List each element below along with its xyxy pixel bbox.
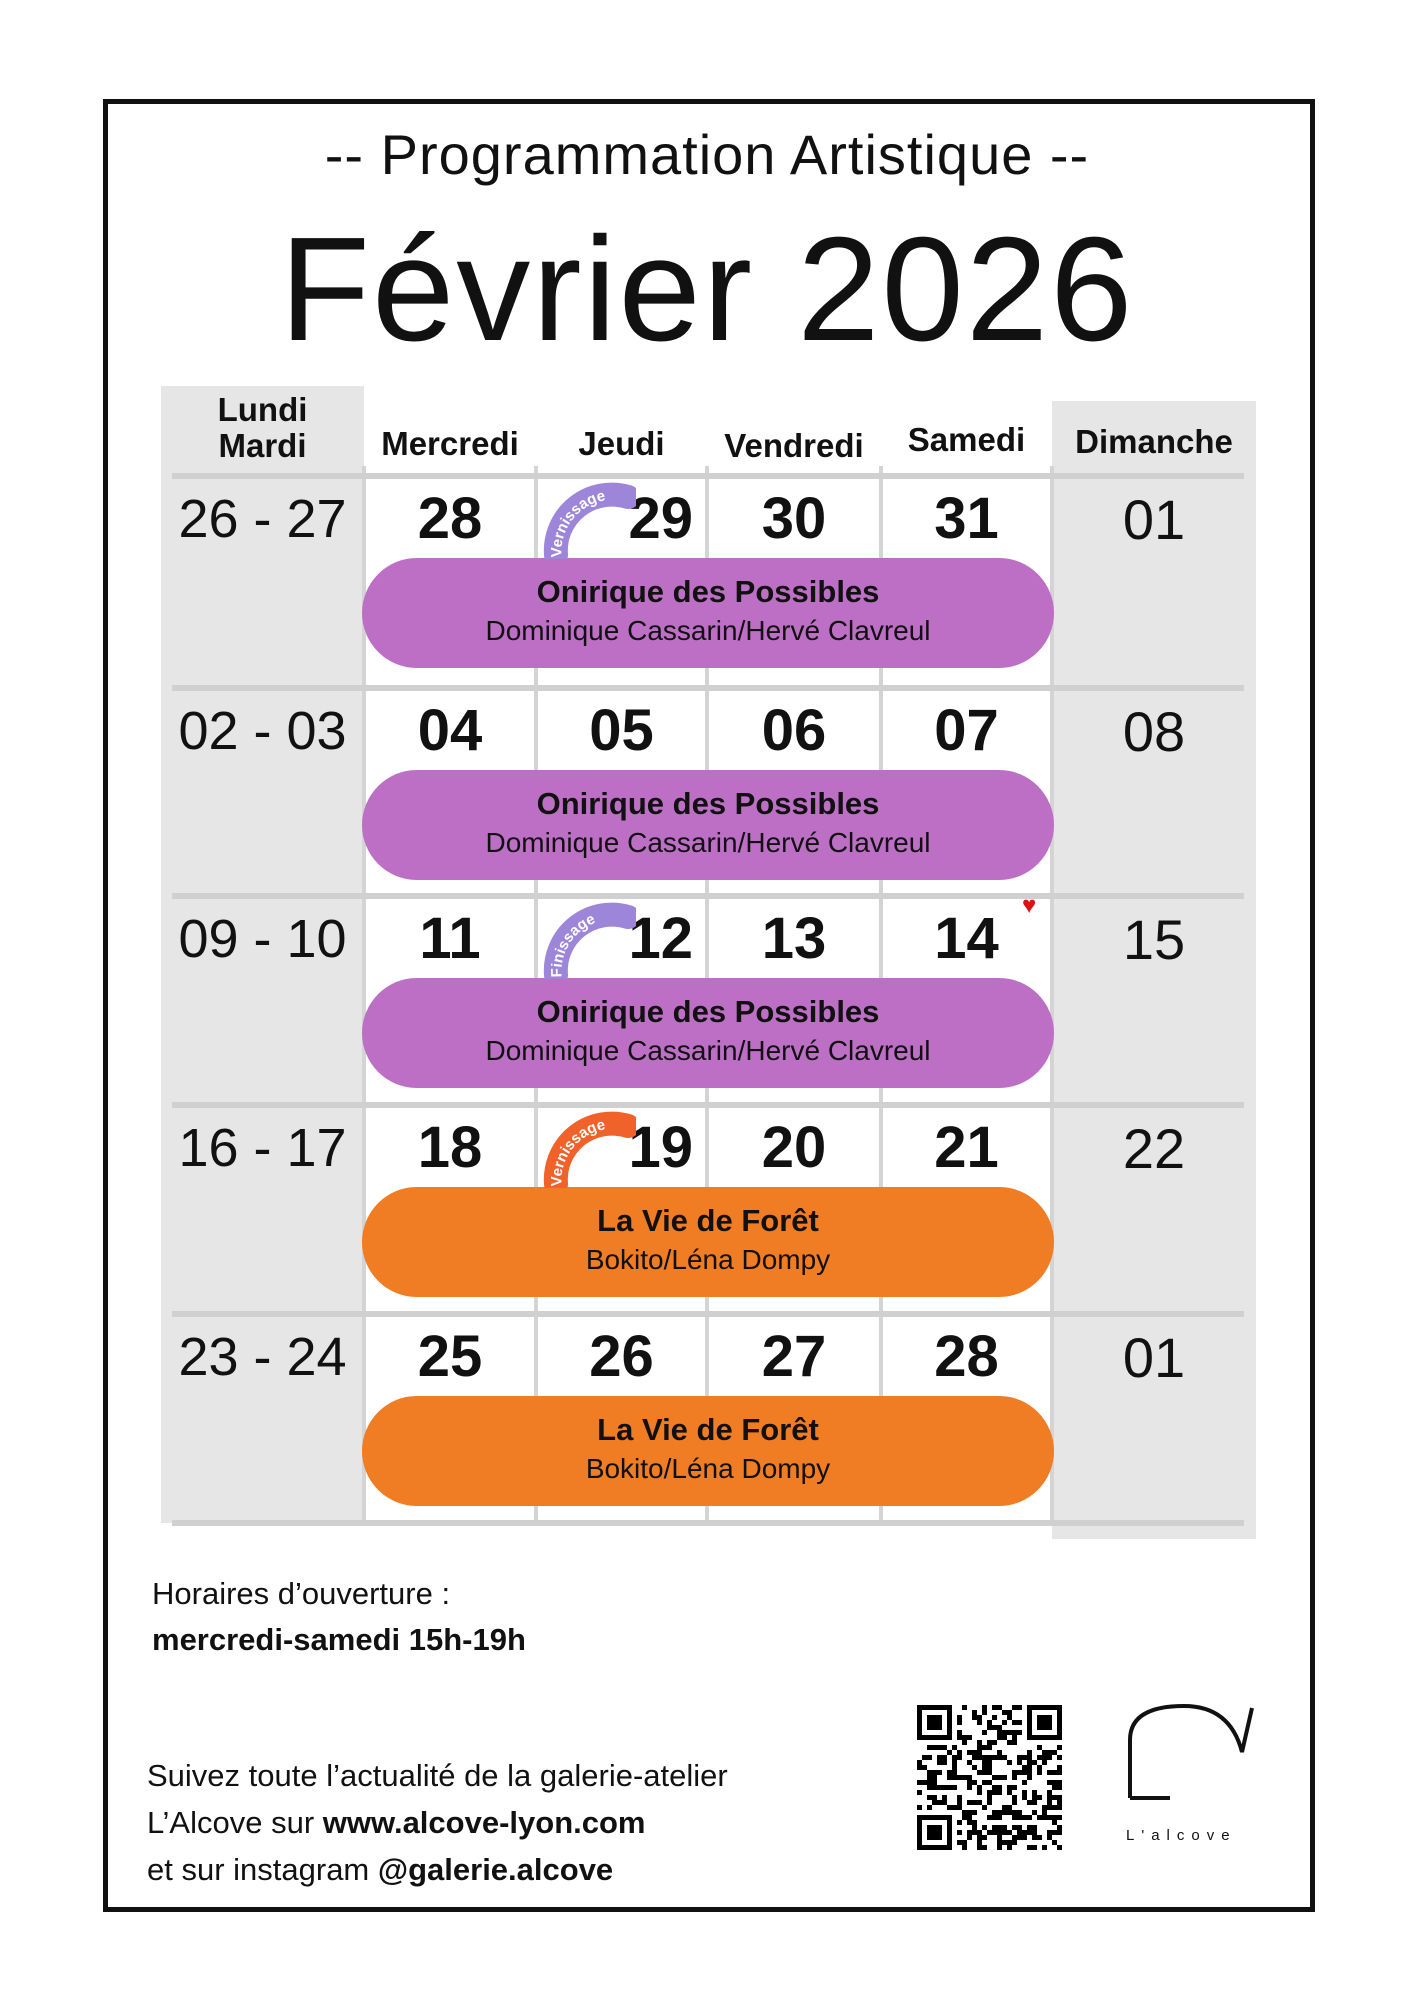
event-title: Onirique des Possibles bbox=[536, 994, 880, 1029]
sunday-date: 01 bbox=[1122, 1326, 1186, 1389]
day-number: 05 bbox=[589, 698, 654, 763]
day-number: 04 bbox=[417, 698, 483, 763]
event-artists: Dominique Cassarin/Hervé Clavreul bbox=[485, 615, 931, 646]
day-number: 26 bbox=[589, 1324, 654, 1389]
day-number: 20 bbox=[761, 1115, 827, 1180]
header-monday: Lundi bbox=[217, 392, 308, 428]
row-divider bbox=[172, 1311, 1244, 1317]
day-number: 30 bbox=[761, 486, 827, 551]
row-divider bbox=[172, 473, 1244, 479]
row-divider bbox=[172, 1520, 1244, 1526]
week-mon-tue: 16 - 17 bbox=[178, 1118, 347, 1178]
footer-line-1: Suivez toute l’actualité de la galerie-a… bbox=[147, 1758, 728, 1793]
row-divider bbox=[172, 685, 1244, 691]
day-number: 18 bbox=[417, 1115, 483, 1180]
day-number: 14 bbox=[934, 906, 999, 971]
header-wednesday: Mercredi bbox=[381, 426, 519, 462]
sunday-column bbox=[1052, 401, 1256, 1539]
page-title: Février 2026 bbox=[279, 207, 1135, 372]
day-number: 29 bbox=[628, 486, 693, 551]
logo-text: L'alcove bbox=[1126, 1827, 1237, 1844]
day-number: 19 bbox=[628, 1115, 693, 1180]
week-mon-tue: 23 - 24 bbox=[178, 1327, 347, 1387]
event-artists: Bokito/Léna Dompy bbox=[585, 1244, 831, 1275]
event-artists: Dominique Cassarin/Hervé Clavreul bbox=[485, 827, 931, 858]
hours-value: mercredi-samedi 15h-19h bbox=[152, 1622, 526, 1657]
mon-tue-column bbox=[161, 386, 364, 1523]
footer-text: Suivez toute l’actualité de la galerie-a… bbox=[147, 1752, 728, 1893]
vernissage-badge: Vernissage bbox=[543, 482, 636, 559]
day-number: 27 bbox=[761, 1324, 827, 1389]
day-number: 25 bbox=[417, 1324, 483, 1389]
column-divider bbox=[362, 466, 366, 1523]
header-thursday: Jeudi bbox=[578, 426, 665, 462]
header-sunday: Dimanche bbox=[1075, 424, 1233, 460]
header-friday: Vendredi bbox=[724, 428, 864, 464]
event-pill[interactable]: La Vie de Forêt Bokito/Léna Dompy bbox=[362, 1396, 1054, 1506]
qr-code-icon[interactable] bbox=[917, 1705, 1062, 1850]
footer-line-2: L’Alcove sur bbox=[147, 1805, 323, 1840]
footer-line-3: et sur instagram bbox=[147, 1852, 378, 1887]
event-pill[interactable]: La Vie de Forêt Bokito/Léna Dompy bbox=[362, 1187, 1054, 1297]
subtitle: -- Programmation Artistique -- bbox=[324, 123, 1090, 186]
event-title: Onirique des Possibles bbox=[536, 786, 880, 821]
week-mon-tue: 09 - 10 bbox=[178, 909, 347, 969]
event-title: La Vie de Forêt bbox=[597, 1203, 819, 1238]
event-artists: Dominique Cassarin/Hervé Clavreul bbox=[485, 1035, 931, 1066]
event-artists: Bokito/Léna Dompy bbox=[585, 1453, 831, 1484]
column-divider bbox=[1050, 466, 1054, 1523]
event-pill[interactable]: Onirique des Possibles Dominique Cassari… bbox=[362, 770, 1054, 880]
row-divider bbox=[172, 893, 1244, 899]
header-tuesday: Mardi bbox=[218, 428, 307, 464]
event-pill[interactable]: Onirique des Possibles Dominique Cassari… bbox=[362, 558, 1054, 668]
heart-icon: ♥ bbox=[1022, 892, 1037, 919]
instagram-link[interactable]: @galerie.alcove bbox=[377, 1852, 614, 1887]
week-mon-tue: 26 - 27 bbox=[178, 489, 347, 549]
sunday-date: 22 bbox=[1122, 1117, 1186, 1180]
day-number: 28 bbox=[417, 486, 483, 551]
event-pill[interactable]: Onirique des Possibles Dominique Cassari… bbox=[362, 978, 1054, 1088]
hours-label: Horaires d’ouverture : bbox=[152, 1576, 451, 1611]
day-number: 06 bbox=[761, 698, 827, 763]
day-number: 28 bbox=[934, 1324, 999, 1389]
week-mon-tue: 02 - 03 bbox=[178, 701, 347, 761]
row-divider bbox=[172, 1102, 1244, 1108]
event-title: La Vie de Forêt bbox=[597, 1412, 819, 1447]
sunday-date: 15 bbox=[1122, 908, 1186, 971]
header-saturday: Samedi bbox=[907, 422, 1026, 458]
event-title: Onirique des Possibles bbox=[536, 574, 880, 609]
day-number: 07 bbox=[934, 698, 999, 763]
sunday-date: 08 bbox=[1122, 700, 1186, 763]
website-link[interactable]: www.alcove-lyon.com bbox=[322, 1805, 646, 1840]
day-number: 21 bbox=[934, 1115, 999, 1180]
sunday-date: 01 bbox=[1122, 488, 1186, 551]
day-number: 31 bbox=[934, 486, 999, 551]
day-number: 12 bbox=[628, 906, 693, 971]
day-number: 13 bbox=[761, 906, 827, 971]
poster-frame bbox=[103, 99, 1315, 1912]
alcove-logo: L'alcove bbox=[1126, 1703, 1254, 1844]
finissage-badge: Finissage bbox=[543, 902, 636, 979]
vernissage-badge: Vernissage bbox=[543, 1111, 636, 1188]
day-number: 11 bbox=[419, 906, 481, 971]
